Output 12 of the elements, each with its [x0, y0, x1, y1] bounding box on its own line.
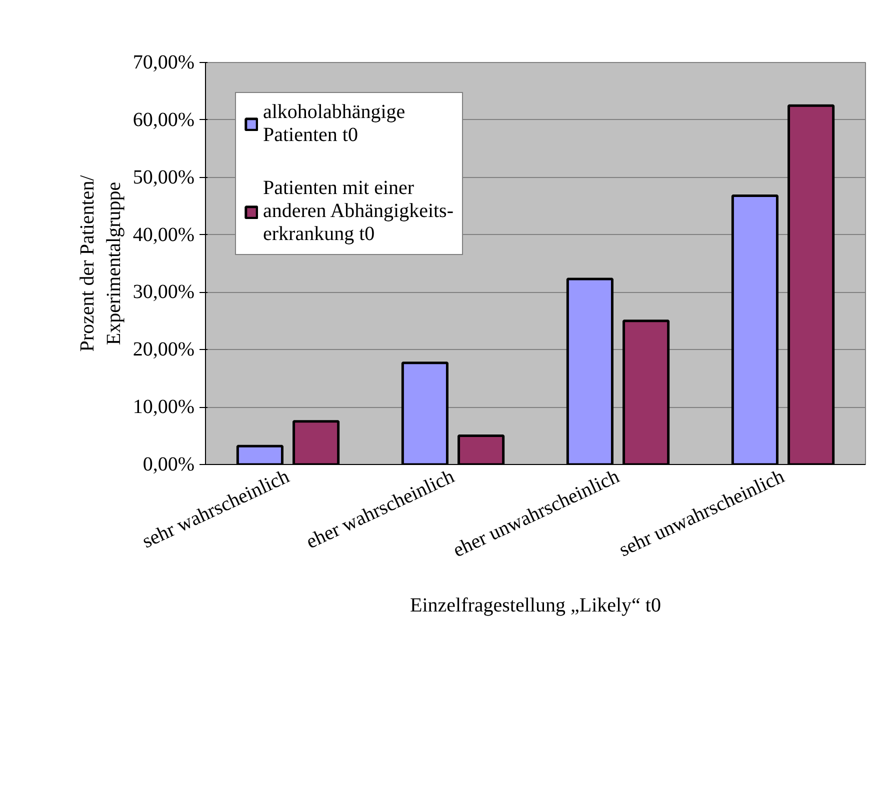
- legend-label: Patienten mit einer anderen Abhängigkeits- erkrankung t0: [263, 177, 454, 246]
- y-tick-label: 20,00%: [132, 338, 195, 361]
- y-tick-label: 10,00%: [132, 396, 195, 418]
- y-axis-title: Prozent der Patienten/ Experimentalgruppe: [76, 174, 125, 352]
- legend-label: alkoholabhängige Patienten t0: [263, 101, 406, 147]
- y-tick-label: 40,00%: [132, 224, 195, 246]
- y-tick-label: 60,00%: [132, 108, 195, 131]
- y-tick-label: 30,00%: [132, 281, 195, 304]
- y-tick-label: 0,00%: [142, 454, 195, 476]
- y-tick-label: 50,00%: [132, 166, 195, 188]
- y-tick-label: 70,00%: [132, 52, 195, 74]
- x-axis-title: Einzelfragestellung „Likely“ t0: [410, 594, 662, 617]
